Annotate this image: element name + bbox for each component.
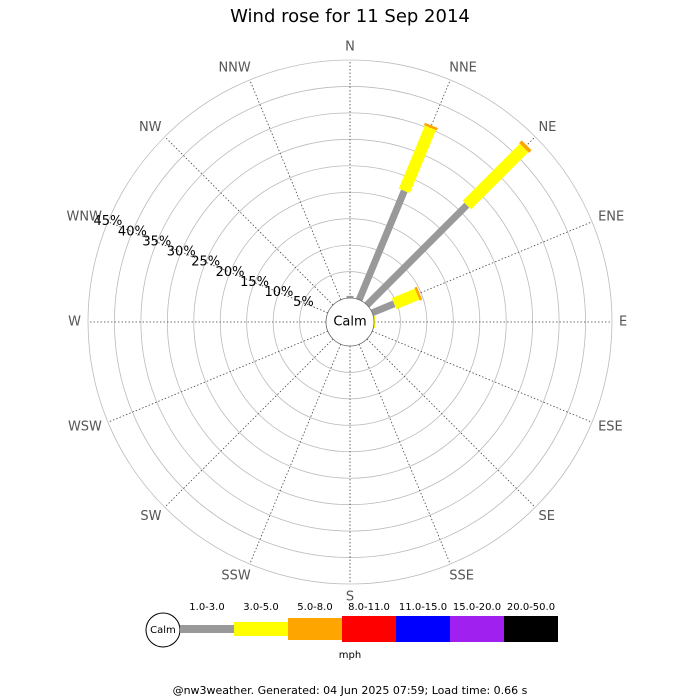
direction-label: SW [140, 509, 161, 524]
bar-segment [414, 286, 423, 301]
ring-label: 20% [216, 265, 245, 280]
legend-swatch [180, 625, 234, 633]
direction-label: NNE [449, 60, 477, 75]
calm-circle [325, 297, 375, 347]
spoke [164, 136, 334, 306]
ring-label: 40% [118, 224, 147, 239]
legend-calm-label: Calm [150, 625, 176, 636]
chart-title: Wind rose for 11 Sep 2014 [230, 6, 470, 27]
direction-label: NE [538, 120, 556, 135]
bar-segment [398, 125, 436, 194]
calm-label: Calm [333, 315, 366, 330]
legend-swatch [504, 616, 558, 642]
spoke [249, 79, 342, 300]
grid-ring [140, 112, 560, 532]
footer: @nw3weather. Generated: 04 Jun 2025 07:5… [173, 684, 528, 697]
direction-label: NW [139, 120, 162, 135]
legend-swatch [342, 616, 396, 642]
ring-label: 35% [142, 234, 171, 249]
legend-label: 1.0-3.0 [189, 602, 224, 613]
direction-label: E [619, 315, 627, 330]
direction-label: S [346, 590, 354, 605]
bar-segment [423, 122, 438, 131]
spoke [164, 338, 334, 508]
bar-segment [519, 140, 532, 153]
legend-label: 15.0-20.0 [453, 602, 501, 613]
ring-label: 10% [265, 285, 294, 300]
bar-segment [462, 143, 529, 210]
spoke [358, 344, 451, 565]
legend-swatch [234, 622, 288, 636]
legend-label: 3.0-5.0 [243, 602, 278, 613]
ring-label: 25% [191, 255, 220, 270]
spoke [366, 338, 536, 508]
direction-label: WNW [66, 209, 102, 224]
grid-ring [193, 165, 507, 479]
direction-label: ESE [598, 420, 623, 435]
legend-label: 8.0-11.0 [348, 602, 390, 613]
spoke [107, 330, 328, 423]
ring-label: 30% [167, 245, 196, 260]
ring-label: 5% [293, 295, 314, 310]
ring-label: 15% [240, 275, 269, 290]
direction-label: ENE [598, 209, 624, 224]
spoke [249, 344, 342, 565]
grid-ring [114, 86, 586, 558]
legend-label: 11.0-15.0 [399, 602, 447, 613]
legend-swatch [396, 616, 450, 642]
bar-segment [364, 202, 470, 308]
grid-ring [299, 271, 401, 373]
grid-ring [87, 59, 613, 585]
legend-label: 20.0-50.0 [507, 602, 555, 613]
direction-label: SSE [449, 569, 474, 584]
bar-segment [355, 189, 408, 302]
direction-label: WSW [68, 420, 102, 435]
legend-swatch [450, 616, 504, 642]
direction-label: SSW [221, 569, 251, 584]
direction-label: W [68, 315, 81, 330]
ring-label: 45% [93, 214, 122, 229]
bar-segment [370, 300, 396, 317]
direction-label: NNW [218, 60, 250, 75]
legend-swatch [288, 618, 342, 640]
legend-unit: mph [339, 650, 361, 661]
spoke [372, 330, 593, 423]
grid-ring [246, 218, 454, 426]
bar-segment [391, 288, 420, 310]
spoke [107, 221, 328, 314]
legend-label: 5.0-8.0 [297, 602, 332, 613]
direction-label: N [345, 40, 355, 55]
direction-label: SE [538, 509, 554, 524]
